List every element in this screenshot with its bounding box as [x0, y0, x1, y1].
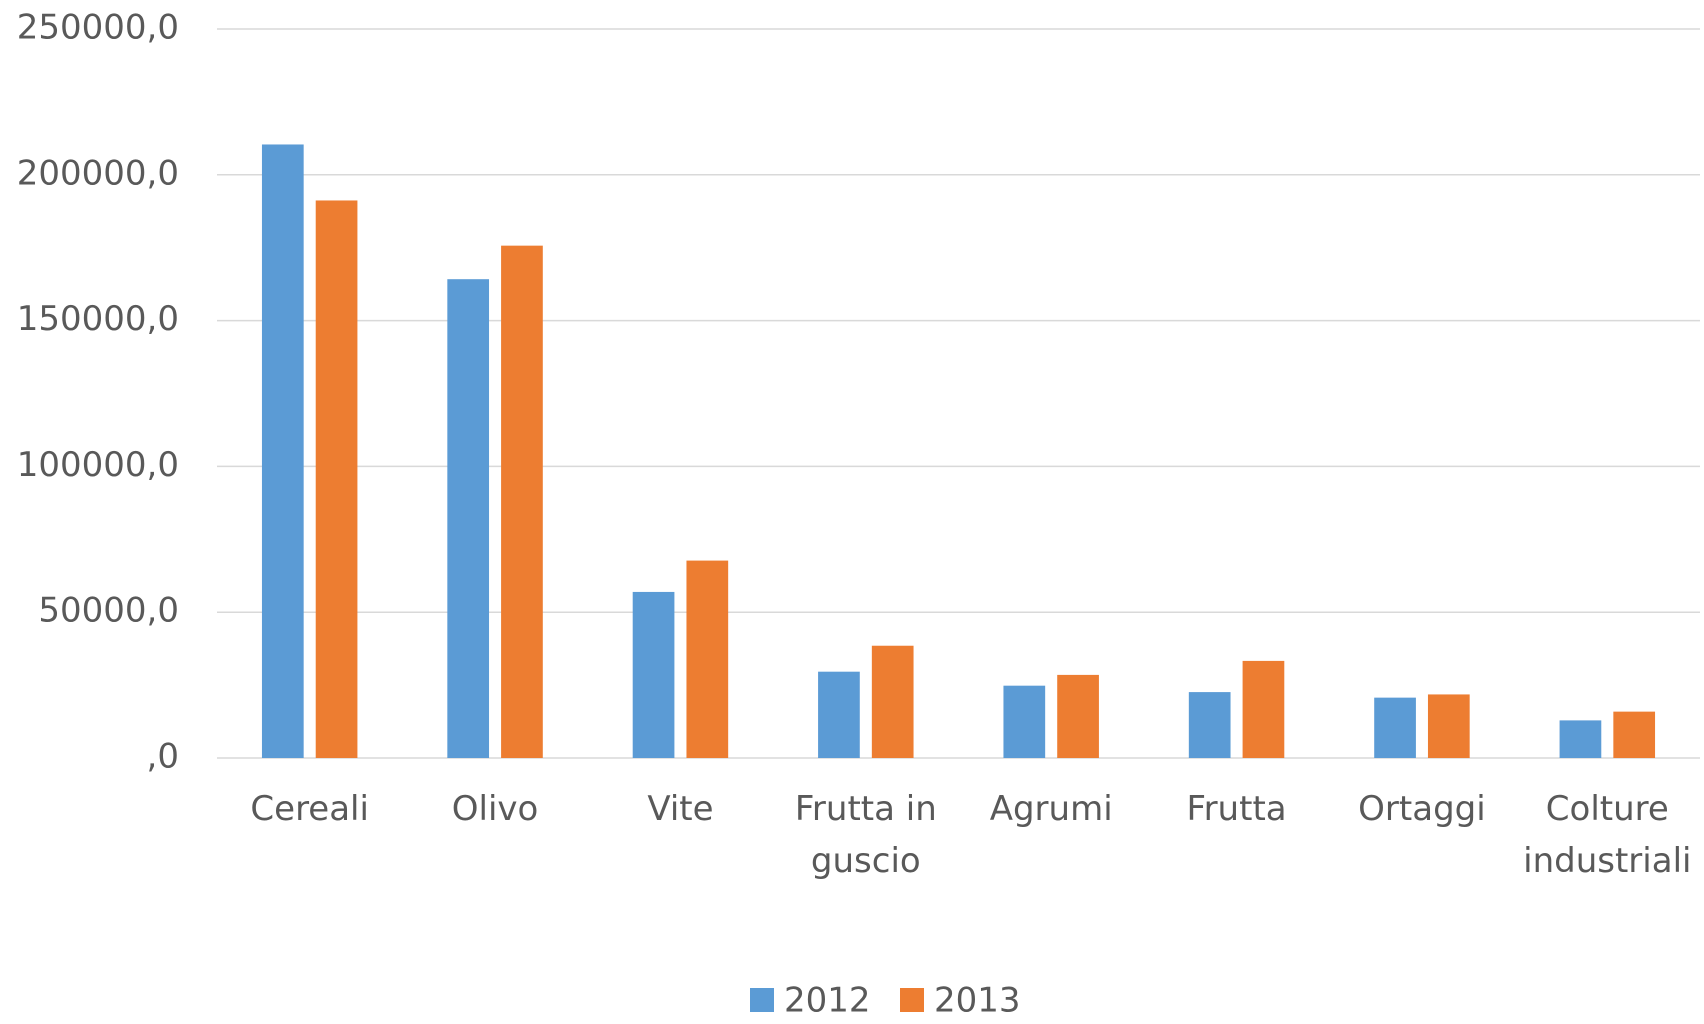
x-tick-label: Colture industriali [1523, 789, 1692, 881]
bar [1003, 685, 1046, 758]
bar [1057, 674, 1099, 758]
bar [501, 245, 543, 758]
bar [632, 591, 675, 758]
x-tick-label: Frutta in guscio [794, 789, 937, 881]
bar [315, 200, 358, 758]
bar [686, 560, 729, 758]
bar [1188, 692, 1231, 758]
legend-label: 2013 [934, 981, 1021, 1021]
bar [871, 645, 914, 758]
x-tick-label: Cereali [250, 789, 369, 829]
bar [1374, 697, 1416, 758]
legend-label: 2012 [784, 981, 871, 1021]
bar [1613, 711, 1656, 758]
x-tick-label: Agrumi [989, 789, 1113, 829]
y-tick-label: 200000,0 [17, 153, 179, 193]
bar [818, 671, 860, 758]
y-tick-label: ,0 [147, 737, 179, 777]
bar [1242, 660, 1285, 758]
legend-swatch [900, 988, 924, 1012]
bar [261, 144, 304, 758]
x-tick-label: Ortaggi [1358, 789, 1486, 829]
bar [1427, 694, 1470, 758]
bar [447, 279, 490, 758]
legend-swatch [750, 988, 774, 1012]
y-tick-label: 100000,0 [17, 445, 179, 485]
y-tick-label: 150000,0 [17, 299, 179, 339]
x-tick-label: Vite [647, 789, 714, 829]
x-tick-label: Frutta [1186, 789, 1287, 829]
y-tick-label: 50000,0 [38, 591, 179, 631]
x-tick-label: Olivo [451, 789, 539, 829]
bar [1559, 720, 1602, 758]
y-tick-label: 250000,0 [17, 8, 179, 48]
